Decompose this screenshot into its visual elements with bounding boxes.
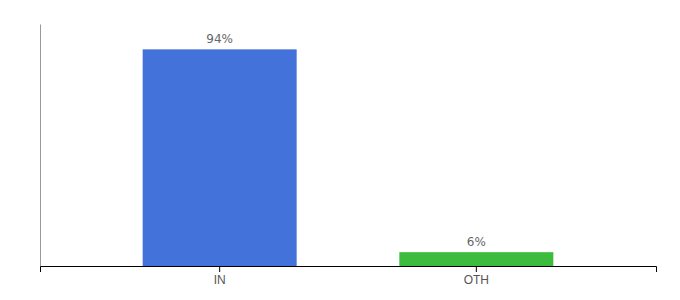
y-axis-line xyxy=(40,25,41,267)
x-tick-label: IN xyxy=(214,273,226,287)
bars xyxy=(143,49,554,266)
bar xyxy=(143,49,297,266)
chart: IN OTH 94% 6% xyxy=(0,0,680,300)
data-label: 94% xyxy=(206,32,233,46)
x-axis: IN OTH xyxy=(41,266,657,287)
x-tick: OTH xyxy=(464,266,489,287)
data-label: 6% xyxy=(467,235,486,249)
x-tick-mark xyxy=(476,266,477,272)
x-axis-line xyxy=(41,267,657,273)
x-tick-mark xyxy=(219,266,220,272)
x-tick: IN xyxy=(214,266,226,287)
bar xyxy=(399,252,553,266)
y-axis xyxy=(40,25,41,267)
x-tick-label: OTH xyxy=(464,273,489,287)
plot: IN OTH 94% 6% xyxy=(41,25,657,287)
data-labels: 94% 6% xyxy=(206,32,486,249)
